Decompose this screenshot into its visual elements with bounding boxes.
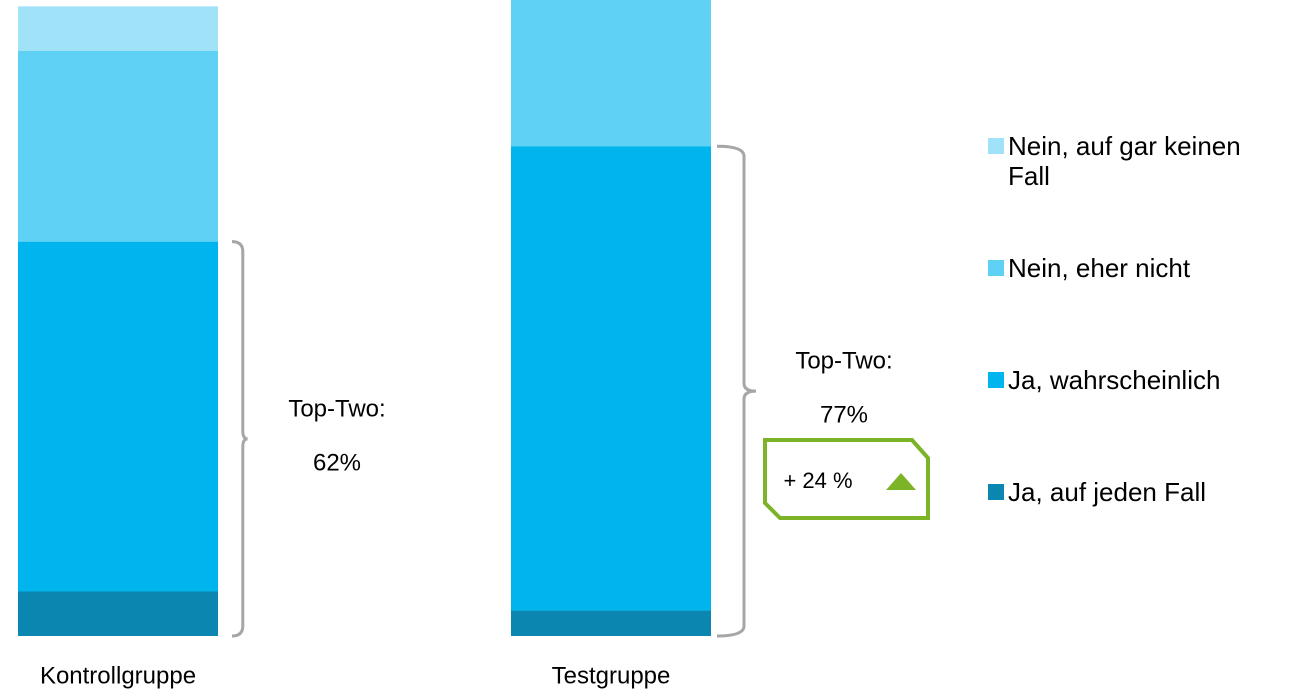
- bar-segment: [18, 50, 218, 242]
- bar-segment: [18, 6, 218, 51]
- up-arrow: [886, 473, 916, 490]
- legend-item: Nein, eher nicht: [988, 253, 1288, 283]
- bar-segment: [18, 241, 218, 592]
- legend-label: Nein, eher nicht: [1008, 253, 1191, 283]
- annotation-label: Top-Two:: [288, 395, 385, 422]
- legend-swatch: [988, 260, 1004, 276]
- category-label: Kontrollgruppe: [40, 662, 196, 689]
- category-label: Testgruppe: [552, 662, 671, 689]
- legend-swatch: [988, 484, 1004, 500]
- annotation-value: 62%: [313, 449, 361, 476]
- annotation-value: 77%: [820, 401, 868, 428]
- change-box: [763, 438, 930, 520]
- legend-label: Ja, auf jeden Fall: [1008, 477, 1207, 507]
- legend-label: Nein, auf gar keinen Fall: [1008, 131, 1241, 191]
- change-label: + 24 %: [783, 468, 852, 493]
- legend-item: Ja, auf jeden Fall: [988, 477, 1288, 507]
- bar-segment: [511, 610, 711, 636]
- bar-segment: [18, 591, 218, 636]
- legend-swatch: [988, 138, 1004, 154]
- bracket: [716, 144, 757, 638]
- legend-item: Nein, auf gar keinen Fall: [988, 131, 1288, 191]
- bracket: [231, 240, 248, 638]
- bar-segment: [511, 146, 711, 611]
- legend-item: Ja, wahrscheinlich: [988, 365, 1288, 395]
- bar-segment: [511, 0, 711, 147]
- legend-label: Ja, wahrscheinlich: [1008, 365, 1221, 395]
- annotation-label: Top-Two:: [795, 347, 892, 374]
- legend-swatch: [988, 372, 1004, 388]
